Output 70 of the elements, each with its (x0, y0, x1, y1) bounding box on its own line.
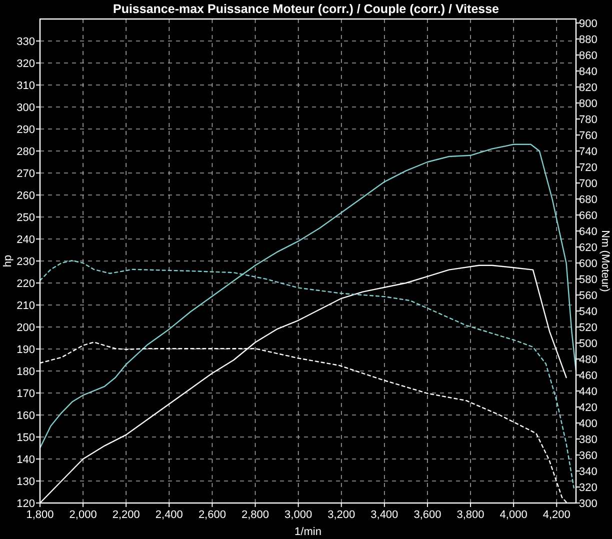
x-tick-label: 1,800 (26, 509, 54, 521)
x-tick-label: 3,600 (414, 509, 442, 521)
y-tick-label: 250 (16, 212, 35, 224)
x-tick-label: 2,400 (155, 509, 183, 521)
x-tick-label: 2,000 (69, 509, 97, 521)
y-tick-label: 230 (16, 256, 35, 268)
y-tick-label: 260 (16, 190, 35, 202)
y2-tick-label: 880 (579, 34, 598, 46)
x-tick-label: 3,000 (284, 509, 312, 521)
y-tick-label: 150 (16, 432, 35, 444)
y2-tick-label: 900 (579, 18, 598, 30)
y-tick-label: 300 (16, 102, 35, 114)
y2-tick-label: 460 (579, 370, 598, 382)
y2-tick-label: 640 (579, 226, 598, 238)
y2-tick-label: 620 (579, 242, 598, 254)
y2-tick-label: 320 (579, 482, 598, 494)
y2-tick-label: 380 (579, 434, 598, 446)
y-tick-label: 270 (16, 168, 35, 180)
y-tick-label: 130 (16, 476, 35, 488)
x-tick-label: 3,800 (456, 509, 484, 521)
x-tick-label: 2,600 (198, 509, 226, 521)
x-tick-label: 2,200 (112, 509, 140, 521)
y2-tick-label: 580 (579, 274, 598, 286)
y-tick-label: 200 (16, 322, 35, 334)
x-tick-label: 4,200 (542, 509, 570, 521)
y-tick-label: 190 (16, 344, 35, 356)
x-tick-label: 3,200 (328, 509, 356, 521)
y-tick-label: 240 (16, 234, 35, 246)
y2-axis-title: Nm (Moteur) (599, 230, 611, 292)
y-tick-label: 210 (16, 300, 35, 312)
y2-tick-label: 560 (579, 290, 598, 302)
y2-tick-label: 820 (579, 82, 598, 94)
y2-tick-label: 700 (579, 178, 598, 190)
y-tick-label: 140 (16, 454, 35, 466)
y-tick-label: 180 (16, 366, 35, 378)
y2-tick-label: 780 (579, 114, 598, 126)
y-axis-title: hp (2, 254, 14, 268)
y-tick-label: 170 (16, 388, 35, 400)
x-tick-label: 3,400 (370, 509, 398, 521)
x-tick-label: 2,800 (241, 509, 270, 521)
y-tick-label: 290 (16, 124, 35, 136)
y2-tick-label: 400 (579, 418, 598, 430)
x-tick-label: 4,000 (500, 509, 528, 521)
y2-tick-label: 340 (579, 466, 598, 478)
y-tick-label: 120 (16, 498, 35, 510)
y2-tick-label: 500 (579, 338, 598, 350)
chart-title: Puissance-max Puissance Moteur (corr.) / Couple (corr.) / Vitesse (112, 2, 500, 16)
y2-tick-label: 420 (579, 402, 598, 414)
y2-tick-label: 300 (579, 498, 598, 510)
y-tick-label: 280 (16, 146, 35, 158)
y-tick-label: 330 (16, 36, 35, 48)
y2-tick-label: 540 (579, 306, 598, 318)
y2-tick-label: 660 (579, 210, 598, 222)
y2-tick-label: 860 (579, 50, 598, 62)
y2-tick-label: 680 (579, 194, 598, 206)
x-axis-title: 1/min (294, 526, 322, 538)
y2-tick-label: 600 (579, 258, 598, 270)
y2-tick-label: 360 (579, 450, 598, 462)
y2-tick-label: 480 (579, 354, 598, 366)
y2-tick-label: 720 (579, 162, 598, 174)
y2-tick-label: 840 (579, 66, 598, 78)
y2-tick-label: 800 (579, 98, 598, 110)
y-tick-label: 310 (16, 80, 35, 92)
y2-tick-label: 440 (579, 386, 598, 398)
y-tick-label: 220 (16, 278, 35, 290)
y-tick-label: 320 (16, 58, 35, 70)
y2-tick-label: 520 (579, 322, 598, 334)
y2-tick-label: 740 (579, 146, 598, 158)
y-tick-label: 160 (16, 410, 35, 422)
y2-tick-label: 760 (579, 130, 598, 142)
